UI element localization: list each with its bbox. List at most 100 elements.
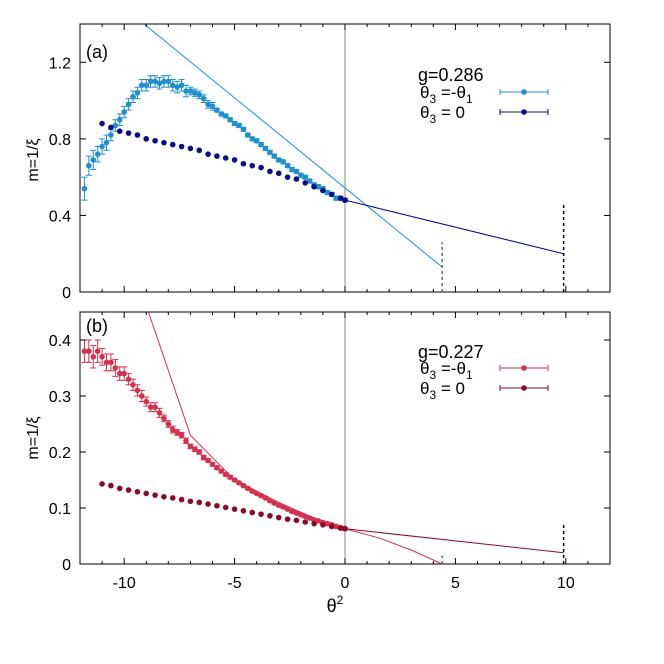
data-point <box>275 502 282 509</box>
fit-line-b-1 <box>344 528 564 554</box>
fit-line-b-0 <box>147 312 443 564</box>
data-point <box>205 101 211 108</box>
data-point <box>178 496 185 503</box>
data-point <box>284 174 291 180</box>
data-point <box>205 501 211 507</box>
data-point <box>192 90 198 96</box>
y-tick-label-a: 1.2 <box>49 55 71 72</box>
data-point <box>302 180 309 186</box>
data-point <box>143 490 150 497</box>
x-axis-label: θ2 <box>327 593 344 616</box>
data-point <box>214 153 220 159</box>
data-point <box>320 522 326 528</box>
x-tick-label: -10 <box>113 575 136 592</box>
data-point <box>284 516 291 522</box>
y-tick-label-b: 0.3 <box>49 389 71 406</box>
data-point <box>298 172 304 179</box>
data-point <box>311 516 317 523</box>
data-point <box>183 88 189 94</box>
y-tick-label-b: 0.4 <box>49 333 71 350</box>
data-point <box>306 178 313 184</box>
data-point <box>187 145 194 152</box>
data-point <box>214 107 220 113</box>
data-point <box>333 523 339 530</box>
data-point <box>342 525 348 532</box>
fit-line-a-0 <box>143 24 443 268</box>
y-tick-label-a: 0.4 <box>49 208 71 225</box>
data-point <box>280 504 286 510</box>
data-point <box>108 132 114 138</box>
legend-label-a-0: θ3 =-θ1 <box>420 83 473 106</box>
data-point <box>258 164 264 171</box>
legend-label-b-1: θ3 = 0 <box>420 379 465 402</box>
data-point <box>112 122 119 129</box>
data-point <box>152 78 158 85</box>
data-point <box>103 359 110 366</box>
data-point <box>196 449 203 455</box>
data-point <box>324 189 331 196</box>
data-point <box>289 166 295 173</box>
data-point <box>94 151 101 157</box>
data-point <box>222 155 229 161</box>
data-point <box>139 393 145 399</box>
x-tick-label: 10 <box>557 575 575 592</box>
data-point <box>324 520 331 527</box>
data-point <box>240 482 247 489</box>
data-point <box>218 111 225 117</box>
data-point <box>108 124 114 131</box>
data-point <box>236 480 242 486</box>
data-point <box>337 525 344 531</box>
data-point <box>134 488 141 495</box>
data-point <box>293 517 300 524</box>
data-point <box>253 137 260 144</box>
data-point <box>99 143 105 150</box>
data-point <box>222 504 229 511</box>
panel-a: (a) g=0.286 m=1/ξ <box>25 23 611 293</box>
y-axis-label-b: m=1/ξ <box>25 416 42 459</box>
data-point <box>245 132 251 138</box>
data-point <box>121 109 127 115</box>
data-point <box>174 429 180 436</box>
data-point <box>258 492 264 499</box>
data-point <box>165 421 172 427</box>
data-point <box>328 191 335 198</box>
data-point <box>147 78 154 85</box>
data-point <box>112 365 119 371</box>
data-point <box>275 170 282 177</box>
data-point <box>222 113 229 119</box>
data-point <box>152 404 158 411</box>
data-point <box>315 183 322 190</box>
data-point <box>139 82 145 89</box>
y-axis-label-a: m=1/ξ <box>25 138 42 181</box>
data-point <box>271 500 278 506</box>
data-point <box>108 482 114 489</box>
fit-line-a-1 <box>344 199 564 255</box>
data-point <box>156 80 163 87</box>
data-point <box>81 185 88 192</box>
data-point <box>342 197 348 203</box>
data-point <box>214 464 220 471</box>
data-point <box>152 137 158 144</box>
data-point <box>81 348 88 355</box>
data-point <box>249 488 256 495</box>
data-point <box>178 82 185 89</box>
data-point <box>284 162 291 169</box>
data-point <box>267 497 273 504</box>
data-point <box>134 132 141 138</box>
data-point <box>125 487 132 493</box>
data-point <box>293 510 300 516</box>
data-point <box>227 474 233 481</box>
data-point <box>178 143 185 150</box>
data-point <box>289 508 295 515</box>
data-point <box>249 509 256 516</box>
data-point <box>90 157 97 163</box>
data-point <box>116 370 123 377</box>
data-point <box>99 120 105 127</box>
data-point <box>169 141 176 148</box>
data-point <box>333 195 339 201</box>
data-point <box>161 78 167 85</box>
y-tick-label-b: 0.2 <box>49 445 71 462</box>
y-tick-label-a: 0.8 <box>49 132 71 149</box>
data-point <box>143 82 150 89</box>
